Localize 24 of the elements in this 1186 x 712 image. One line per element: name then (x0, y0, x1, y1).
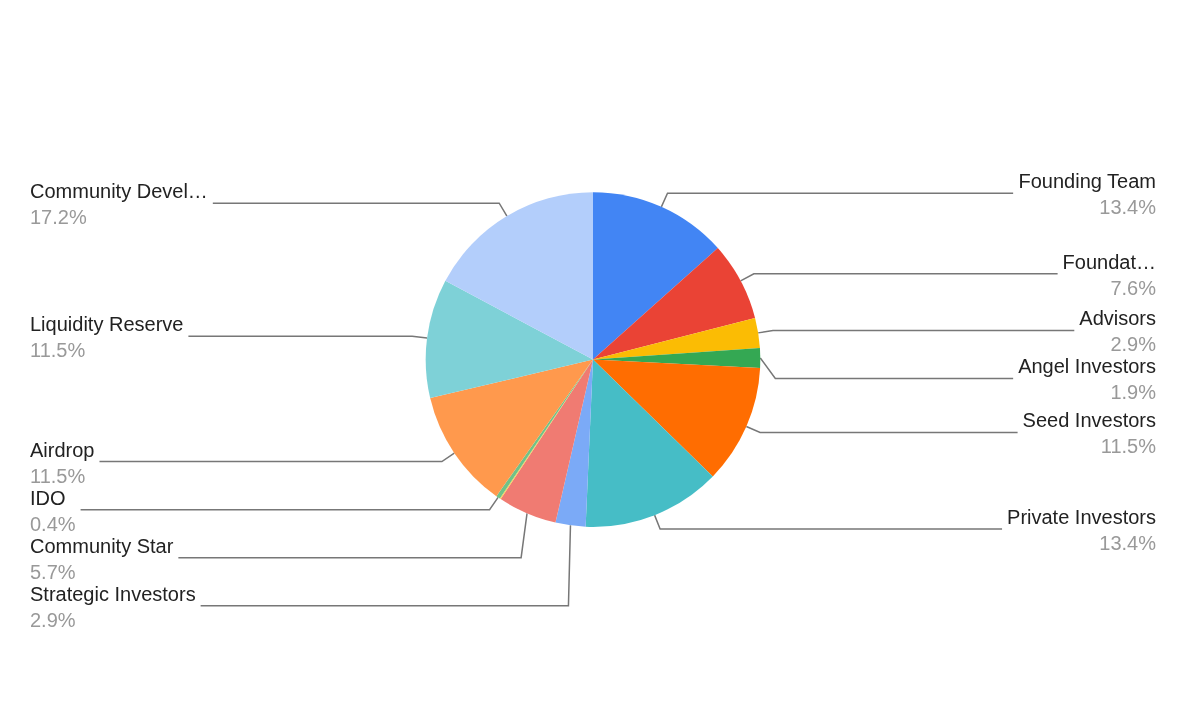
data-label: 0.4% (30, 512, 76, 535)
slice-label: Seed Investors (1022, 409, 1156, 432)
slice-label: Community Devel… (30, 180, 208, 203)
slice-label: Airdrop (30, 438, 95, 461)
data-label: 13.4% (1099, 196, 1157, 219)
slice-label: Angel Investors (1018, 355, 1156, 378)
slice-label: Founding Team (1018, 170, 1156, 193)
data-label: 2.9% (1110, 333, 1157, 356)
slice-label: Community Star (30, 534, 174, 557)
slice-label: Private Investors (1007, 506, 1156, 529)
data-label: 1.9% (1110, 381, 1157, 404)
data-label: 13.4% (1099, 532, 1157, 555)
data-label: 7.6% (1110, 276, 1157, 299)
slice-label: Liquidity Reserve (30, 313, 184, 336)
slice-label: IDO (30, 486, 66, 509)
data-label: 2.9% (30, 608, 76, 631)
data-label: 11.5% (30, 464, 86, 487)
data-label: 11.5% (1100, 435, 1157, 458)
data-label: 11.5% (30, 339, 86, 362)
slice-label: Strategic Investors (30, 582, 196, 605)
data-label: 5.7% (30, 560, 76, 583)
slice-label: Advisors (1079, 307, 1156, 330)
slice-label: Foundat… (1062, 250, 1156, 273)
data-label: 17.2% (30, 206, 87, 229)
